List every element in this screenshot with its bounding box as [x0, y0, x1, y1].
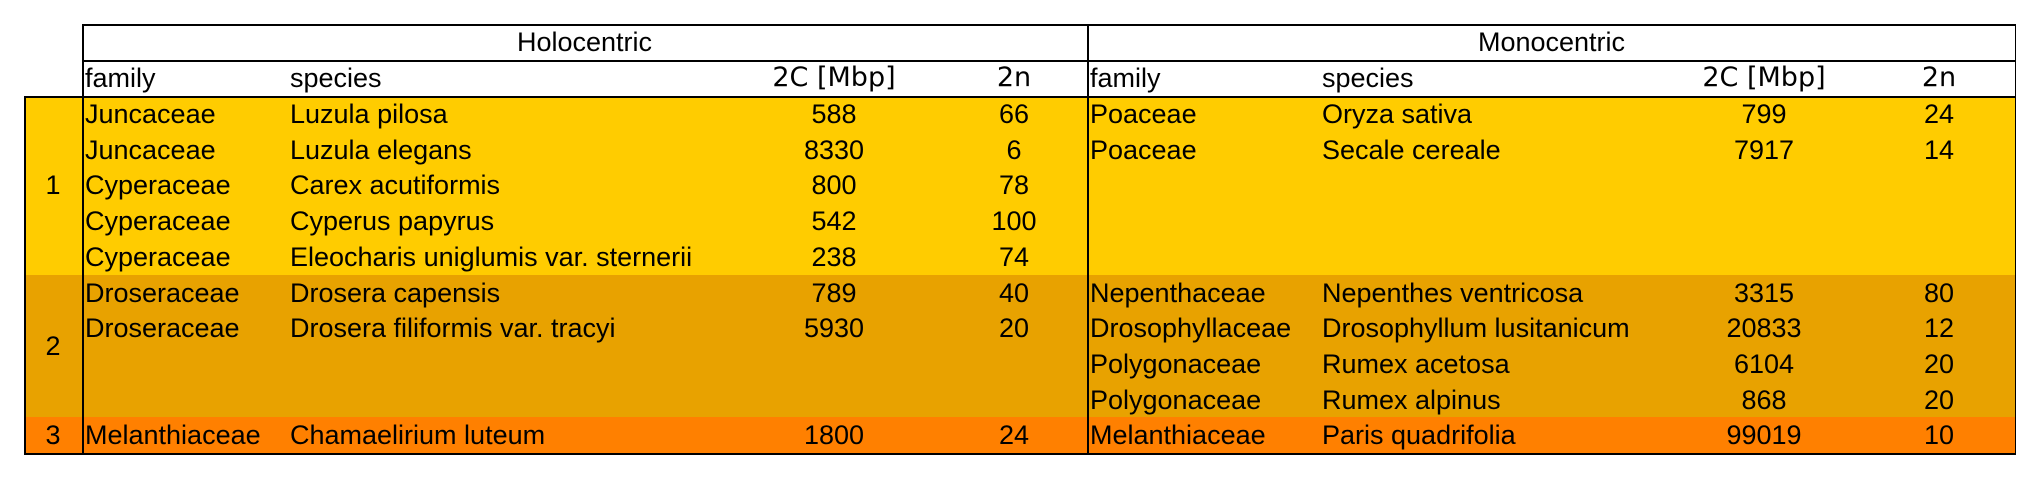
holocentric-cell-family: Droseraceae: [85, 313, 240, 344]
group-band-2: [24, 274, 2016, 418]
monocentric-cell-species: Oryza sativa: [1322, 99, 1473, 129]
holocentric-cell-family: Droseraceae: [85, 277, 240, 308]
holocentric-cell-chromosomes: 78: [998, 170, 1030, 201]
group-label: 1: [45, 170, 61, 201]
holocentric-header: Holocentric: [516, 27, 653, 57]
monocentric-cell-chromosomes: 10: [1923, 420, 1955, 451]
holocentric-cell-chromosomes: 74: [998, 241, 1030, 272]
holocentric-cell-species: Drosera filiformis var. tracyi: [290, 313, 616, 344]
column-header-chromosomes: 2n: [1921, 62, 1957, 93]
holocentric-cell-chromosomes: 6: [1006, 134, 1022, 165]
monocentric-cell-family: Drosophyllaceae: [1090, 313, 1292, 344]
monocentric-cell-chromosomes: 80: [1923, 277, 1955, 308]
holocentric-cell-species: Eleocharis uniglumis var. sternerii: [290, 241, 693, 272]
holocentric-cell-genome_size: 789: [811, 277, 857, 308]
holocentric-cell-family: Melanthiaceae: [85, 420, 261, 451]
monocentric-cell-genome_size: 868: [1741, 384, 1787, 415]
left-border: [24, 96, 26, 453]
column-header-species: species: [290, 63, 382, 93]
monocentric-cell-genome_size: 7917: [1733, 134, 1795, 165]
group-label: 2: [45, 330, 61, 361]
monocentric-cell-genome_size: 3315: [1733, 277, 1795, 308]
holocentric-cell-species: Cyperus papyrus: [290, 206, 495, 237]
middle-divider: [1087, 24, 1089, 453]
column-header-family: family: [1090, 63, 1161, 93]
monocentric-cell-family: Poaceae: [1090, 134, 1197, 165]
monocentric-cell-chromosomes: 20: [1923, 348, 1955, 379]
monocentric-cell-chromosomes: 12: [1923, 313, 1955, 344]
holocentric-cell-chromosomes: 40: [998, 277, 1030, 308]
holocentric-cell-species: Drosera capensis: [290, 277, 501, 308]
monocentric-cell-family: Polygonaceae: [1090, 348, 1262, 379]
holocentric-cell-genome_size: 8330: [803, 134, 865, 165]
monocentric-cell-species: Secale cereale: [1322, 134, 1501, 165]
monocentric-cell-species: Paris quadrifolia: [1322, 420, 1516, 451]
group-band-1: [24, 96, 2016, 275]
monocentric-cell-species: Nepenthes ventricosa: [1322, 277, 1584, 308]
holocentric-cell-species: Carex acutiformis: [290, 170, 501, 201]
monocentric-cell-chromosomes: 24: [1923, 99, 1955, 129]
right-border: [2014, 24, 2016, 453]
holocentric-cell-family: Cyperaceae: [85, 170, 231, 201]
table-top-border: [82, 24, 2016, 26]
monocentric-cell-species: Rumex acetosa: [1322, 348, 1510, 379]
holocentric-cell-chromosomes: 100: [991, 206, 1037, 237]
holocentric-cell-chromosomes: 66: [998, 99, 1030, 129]
holocentric-cell-genome_size: 542: [811, 206, 857, 237]
data-top-border: [24, 96, 2016, 98]
monocentric-cell-species: Drosophyllum lusitanicum: [1322, 313, 1630, 344]
monocentric-cell-chromosomes: 20: [1923, 384, 1955, 415]
holocentric-cell-chromosomes: 24: [998, 420, 1030, 451]
column-header-genome_size: 2C [Mbp]: [772, 62, 896, 93]
monocentric-cell-family: Poaceae: [1090, 99, 1197, 129]
holocentric-cell-family: Juncaceae: [85, 134, 216, 165]
holocentric-cell-species: Luzula elegans: [290, 134, 472, 165]
group-band-3: [24, 417, 2016, 453]
monocentric-cell-family: Melanthiaceae: [1090, 420, 1266, 451]
column-header-family: family: [85, 63, 156, 93]
group-label: 3: [45, 420, 61, 451]
holocentric-cell-genome_size: 5930: [803, 313, 865, 344]
monocentric-cell-genome_size: 20833: [1726, 313, 1802, 344]
holocentric-cell-family: Cyperaceae: [85, 206, 231, 237]
monocentric-cell-genome_size: 6104: [1733, 348, 1795, 379]
species-table: 1 2 3 Holocentric Monocentric family species 2C…: [24, 24, 2016, 455]
monocentric-cell-chromosomes: 14: [1923, 134, 1955, 165]
monocentric-cell-species: Rumex alpinus: [1322, 384, 1501, 415]
holocentric-cell-species: Luzula pilosa: [290, 99, 448, 129]
column-header-genome_size: 2C [Mbp]: [1702, 62, 1826, 93]
monocentric-cell-genome_size: 799: [1741, 99, 1787, 129]
holocentric-cell-family: Juncaceae: [85, 99, 216, 129]
holocentric-cell-genome_size: 238: [811, 241, 857, 272]
holocentric-cell-chromosomes: 20: [998, 313, 1030, 344]
group-column-divider: [82, 24, 84, 453]
monocentric-cell-family: Polygonaceae: [1090, 384, 1262, 415]
holocentric-cell-genome_size: 1800: [803, 420, 865, 451]
holocentric-cell-genome_size: 800: [811, 170, 857, 201]
table-bottom-border: [24, 453, 2016, 455]
monocentric-cell-genome_size: 99019: [1726, 420, 1802, 451]
holocentric-cell-genome_size: 588: [811, 99, 857, 129]
holocentric-cell-family: Cyperaceae: [85, 241, 231, 272]
monocentric-cell-family: Nepenthaceae: [1090, 277, 1266, 308]
column-header-chromosomes: 2n: [996, 62, 1032, 93]
monocentric-header: Monocentric: [1477, 27, 1626, 57]
column-header-species: species: [1322, 63, 1414, 93]
header-divider: [82, 60, 2016, 62]
holocentric-cell-species: Chamaelirium luteum: [290, 420, 546, 451]
